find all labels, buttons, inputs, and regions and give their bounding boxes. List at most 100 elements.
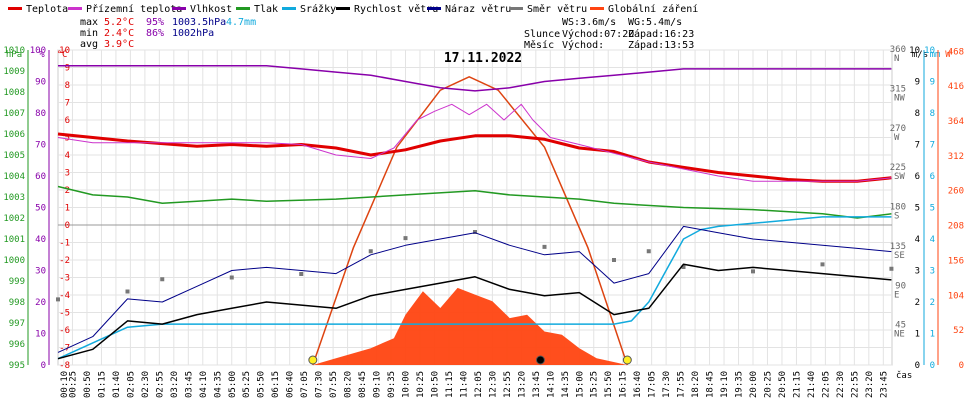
x-tick-label: 08:20 — [344, 371, 354, 398]
wind-direction-layer — [56, 230, 894, 302]
axis-ms-title: m/s — [912, 50, 928, 60]
axis-pct-tick: 20 — [35, 298, 46, 308]
x-tick-label: 07:55 — [329, 371, 339, 398]
axis-mm-tick: 2 — [930, 298, 935, 308]
axis-c-tick: -4 — [59, 291, 70, 301]
legend-item: Srážky — [282, 3, 336, 15]
x-tick-label: 15:00 — [575, 371, 585, 398]
x-tick-label: 23:20 — [865, 371, 875, 398]
x-tick-label: 22:30 — [836, 371, 846, 398]
x-tick-label: 20:50 — [778, 371, 788, 398]
marker-dot — [622, 355, 632, 365]
x-tick-label: 20:00 — [749, 371, 759, 398]
x-tick-label: 04:10 — [199, 371, 209, 398]
axis-pct-tick: 30 — [35, 267, 46, 277]
wind-direction-point — [820, 262, 825, 267]
x-tick-label: 19:10 — [720, 371, 730, 398]
axis-c-tick: 7 — [65, 99, 70, 109]
axis-c-tick: 4 — [65, 151, 70, 161]
x-tick-label: 19:35 — [735, 371, 745, 398]
radiation-layer — [312, 75, 629, 366]
wind-direction-point — [751, 269, 755, 274]
axis-ms-tick: 4 — [915, 235, 920, 245]
axis-w-tick: 312 — [948, 152, 964, 162]
series-line — [58, 65, 892, 92]
wind-direction-point — [229, 275, 234, 280]
axis-c-tick: 10 — [59, 46, 70, 56]
axis-pct-tick: 90 — [35, 78, 46, 88]
x-tick-label: 12:55 — [503, 371, 513, 398]
series-line — [57, 225, 892, 353]
legend-item: Náraz větru — [427, 3, 511, 15]
stats-label: avg — [80, 39, 98, 50]
stats-label: min — [80, 28, 98, 39]
legend-swatch — [236, 7, 250, 10]
axis-mm-tick: 0 — [930, 361, 935, 371]
chart-title: 17.11.2022 — [444, 51, 522, 66]
axis-mm-tick: 1 — [930, 330, 935, 340]
legend-item: Tlak — [236, 4, 278, 15]
marker-dot — [308, 355, 318, 365]
axis-ms-tick: 1 — [915, 330, 920, 340]
x-tick-label: 09:35 — [387, 371, 397, 398]
x-tick-label: 16:15 — [619, 371, 629, 398]
x-tick-label: 00:10 — [60, 371, 70, 398]
axis-dir-name: SE — [894, 251, 905, 261]
axis-hpa-tick: 999 — [9, 277, 25, 287]
axis-mm-tick: 4 — [930, 235, 935, 245]
info-sunset: Západ:16:23 — [628, 28, 694, 40]
wind-direction-point — [646, 249, 651, 254]
x-tick-label: 12:30 — [488, 371, 498, 398]
info-sun-label: Slunce — [524, 29, 560, 40]
stats-label: max — [80, 17, 98, 28]
axis-pct-tick: 0 — [41, 361, 46, 371]
series-line — [57, 103, 892, 182]
axis-c-title: °C — [57, 50, 68, 60]
axis-c-tick: -8 — [59, 361, 70, 371]
legend-label: Směr větru — [527, 3, 587, 15]
x-axis-title: čas — [896, 370, 912, 381]
legend-item: Rychlost větru — [336, 3, 438, 15]
wind-direction-point — [125, 289, 130, 294]
legend-item: Směr větru — [509, 3, 587, 15]
x-tick-label: 21:40 — [807, 371, 817, 398]
axis-ms-tick: 5 — [915, 204, 920, 214]
axis-dir-name: NW — [894, 93, 905, 103]
axis-dir-name: E — [894, 290, 899, 300]
x-tick-label: 14:35 — [561, 371, 571, 398]
axis-pct-tick: 60 — [35, 172, 46, 182]
series-line — [57, 132, 892, 183]
series-lines — [57, 65, 892, 360]
axis-w-tick: 104 — [948, 291, 964, 301]
x-tick-label: 18:45 — [706, 371, 716, 398]
x-tick-label: 20:25 — [763, 371, 773, 398]
stats-hum: 95% — [146, 17, 164, 28]
axis-w-tick: 52 — [953, 326, 964, 336]
legend-label: Globální záření — [608, 3, 698, 15]
x-tick-label: 15:25 — [590, 371, 600, 398]
x-tick-label: 18:20 — [691, 371, 701, 398]
axis-c-tick: -2 — [59, 256, 70, 266]
axis-mm-tick: 6 — [930, 172, 935, 182]
marker-dot — [535, 355, 545, 365]
x-tick-label: 02:30 — [141, 371, 151, 398]
clear-sky-curve — [312, 75, 629, 366]
axis-dir-name: N — [894, 54, 899, 64]
axis-dir-tick: 135 — [890, 242, 906, 252]
axis-pct-tick: 100 — [30, 46, 46, 56]
x-tick-label: 13:20 — [517, 371, 527, 398]
axis-hpa-tick: 1003 — [3, 193, 25, 203]
info-sunrise: Východ:07:20 — [562, 28, 634, 40]
axis-mm-tick: 5 — [930, 204, 935, 214]
x-tick-label: 13:45 — [532, 371, 542, 398]
legend-label: Rychlost větru — [354, 3, 438, 15]
axis-hpa-tick: 996 — [9, 340, 25, 350]
x-tick-label: 06:40 — [286, 371, 296, 398]
stats-press: 1003.5hPa — [172, 17, 226, 28]
axis-ms-tick: 0 — [915, 361, 920, 371]
axis-dir-tick: 180 — [890, 203, 906, 213]
series-line — [57, 185, 892, 219]
info-moonrise: Východ: — [562, 39, 604, 51]
axis-hpa-tick: 1004 — [3, 172, 25, 182]
